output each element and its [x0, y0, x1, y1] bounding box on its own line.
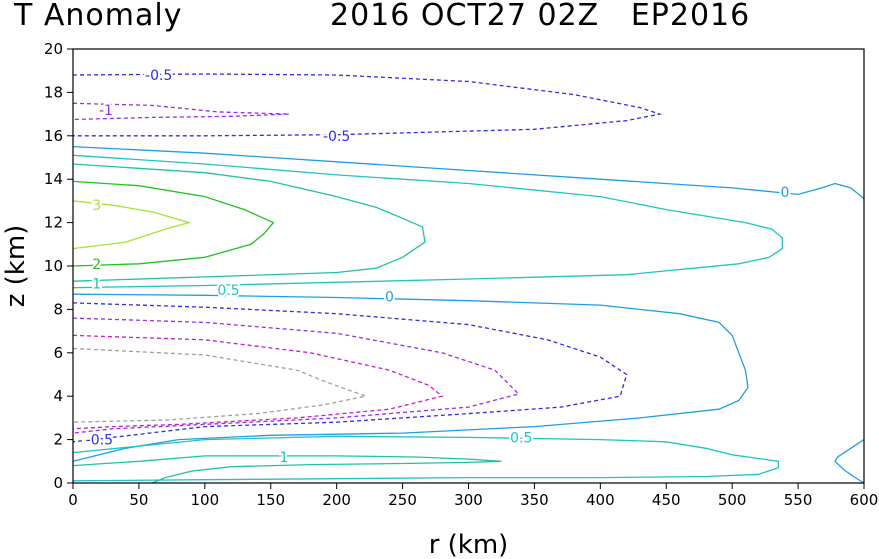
y-tick-label: 20: [44, 40, 63, 58]
contour-line-6: [72, 302, 628, 443]
x-tick-label: 200: [322, 491, 351, 509]
y-axis-ticks: 0 2 4 6 8 10 12 14 16 18 20: [44, 40, 73, 492]
x-axis-ticks: 0 50 100 150 200 250 300 350 400 450 500 550 600: [68, 483, 878, 509]
x-axis-label: r (km): [429, 530, 509, 559]
x-tick-label: 150: [256, 491, 285, 509]
plot-frame: [72, 48, 865, 484]
x-tick-label: 550: [784, 491, 813, 509]
contour-line-13: [72, 455, 502, 484]
contour-line-9: [72, 347, 369, 423]
y-tick-label: 8: [53, 300, 63, 318]
contour-line-2: [72, 163, 426, 282]
contour-label-3: 0: [780, 185, 789, 201]
y-tick-label: 18: [44, 83, 63, 101]
x-tick-label: 0: [68, 491, 78, 509]
contour-line-3: [72, 180, 275, 267]
y-tick-label: 4: [53, 387, 63, 405]
x-tick-label: 350: [520, 491, 549, 509]
contour-line-8: [72, 334, 444, 430]
y-tick-label: 10: [44, 257, 63, 275]
y-tick-label: 0: [53, 474, 63, 492]
contour-label-6: 1: [92, 276, 101, 292]
y-tick-label: 6: [53, 344, 63, 362]
contour-line-12: [72, 435, 779, 482]
y-axis-label: z (km): [1, 225, 31, 308]
contour-line-4: [72, 200, 192, 250]
chart-title-right: 2016 OCT27 02Z EP2016: [330, 0, 751, 33]
y-tick-label: 2: [53, 431, 63, 449]
contour-line-11: [72, 102, 290, 121]
contour-label-11: 1: [279, 450, 288, 466]
y-tick-label: 12: [44, 214, 63, 232]
contour-line-1: [72, 154, 783, 289]
contour-label-9: -0.5: [86, 433, 113, 449]
contour-label-8: 0: [385, 289, 394, 305]
contour-line-14: [834, 439, 865, 484]
x-tick-label: 250: [388, 491, 417, 509]
contour-label-4: 3: [92, 198, 101, 214]
contour-labels: -0.5 -1 -0.5 0 3 2 1 0.5 0 -0.5 0.5 1: [84, 66, 792, 468]
x-tick-label: 400: [586, 491, 615, 509]
contour-label-0: -0.5: [145, 68, 172, 84]
contour-line-10: [72, 73, 663, 137]
contour-line-0: [72, 145, 865, 200]
contour-label-7: 0.5: [217, 283, 239, 299]
contour-lines: [72, 73, 865, 484]
contour-line-5: [72, 293, 749, 462]
x-tick-label: 50: [129, 491, 148, 509]
contour-label-10: 0.5: [510, 430, 532, 446]
contour-label-2: -0.5: [323, 129, 350, 145]
x-tick-label: 100: [191, 491, 220, 509]
x-tick-label: 300: [454, 491, 483, 509]
contour-label-5: 2: [92, 257, 101, 273]
y-tick-label: 16: [44, 127, 63, 145]
x-tick-label: 600: [850, 491, 879, 509]
y-tick-label: 14: [44, 170, 63, 188]
x-tick-label: 500: [718, 491, 747, 509]
contour-label-1: -1: [99, 103, 113, 119]
chart-title-left: T Anomaly: [14, 0, 183, 33]
x-tick-label: 450: [652, 491, 681, 509]
contour-line-7: [72, 317, 520, 434]
